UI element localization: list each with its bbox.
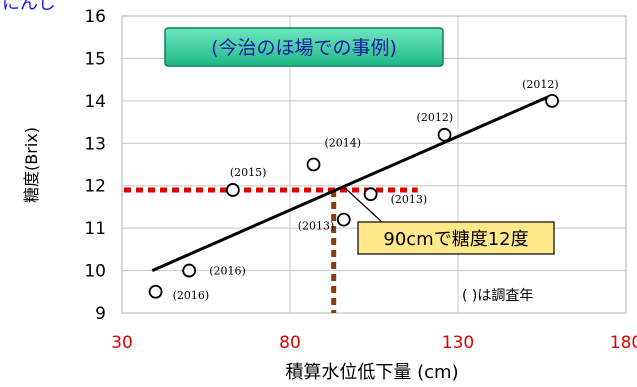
point-labels: (2016) (2016) (2015) (2014) (2013) (2013) (201… [173, 78, 559, 302]
x-tick-label: 180 [610, 333, 637, 353]
y-tick-label: 11 [84, 219, 106, 239]
plot-area [121, 15, 627, 314]
chart-title-box: (今治のほ場での事例) [164, 27, 444, 67]
data-point [148, 284, 163, 299]
data-point [182, 263, 197, 278]
x-tick-label: 80 [279, 333, 301, 353]
data-point-label: (2016) [209, 265, 246, 278]
cropped-top-text: にんじ [2, 0, 56, 14]
y-tick-label: 14 [84, 92, 106, 112]
y-tick-label: 15 [84, 49, 106, 69]
x-tick-label: 30 [111, 333, 133, 353]
callout: 90cmで糖度12度 [344, 187, 555, 255]
x-axis-ticks: 30 80 130 180 [111, 333, 637, 353]
data-point [437, 127, 452, 142]
data-point-label: (2014) [325, 137, 362, 150]
x-axis-label: 積算水位低下量 (cm) [285, 362, 458, 383]
data-point-label: (2012) [417, 111, 454, 124]
data-points [148, 93, 559, 299]
data-point-label: (2012) [522, 78, 559, 91]
data-point [336, 212, 351, 227]
y-tick-label: 12 [84, 177, 106, 197]
trendline [151, 95, 550, 272]
y-axis-ticks: 9 10 11 12 13 14 15 16 [84, 7, 106, 324]
data-point-label: (2015) [230, 166, 267, 179]
data-point [225, 183, 240, 197]
data-point [545, 93, 559, 108]
data-point-label: (2016) [173, 289, 210, 302]
chart-title: (今治のほ場での事例) [211, 37, 397, 59]
data-point-label: (2013) [298, 220, 335, 233]
x-tick-label: 130 [442, 333, 474, 353]
callout-leader [344, 187, 383, 223]
y-tick-label: 16 [84, 7, 106, 27]
y-axis-label: 糖度(Brix) [22, 127, 41, 203]
y-tick-label: 9 [95, 304, 106, 324]
data-point-label: (2013) [391, 193, 428, 206]
data-point [363, 187, 378, 202]
y-tick-label: 13 [84, 134, 106, 154]
data-point [306, 157, 321, 172]
callout-text: 90cmで糖度12度 [383, 229, 528, 250]
y-tick-label: 10 [84, 262, 106, 282]
survey-year-note: ( )は調査年 [462, 288, 533, 304]
